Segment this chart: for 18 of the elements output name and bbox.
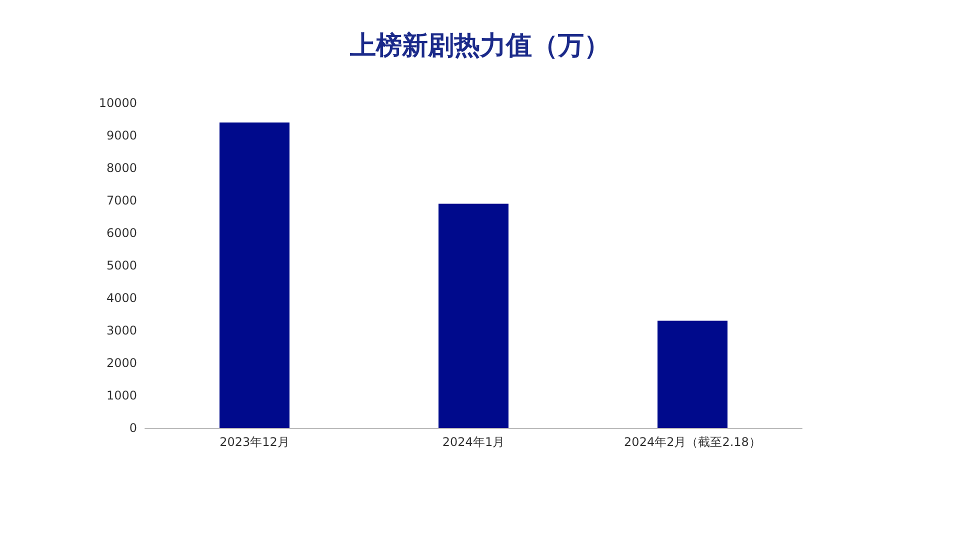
x-tick-label: 2024年2月（截至2.18） xyxy=(624,435,761,449)
y-tick-label: 4000 xyxy=(106,291,137,305)
y-tick-label: 6000 xyxy=(106,226,137,240)
y-tick-label: 5000 xyxy=(106,258,137,272)
bar xyxy=(658,320,728,428)
y-tick-label: 8000 xyxy=(106,161,137,175)
y-tick-label: 1000 xyxy=(106,388,137,402)
y-tick-label: 9000 xyxy=(106,128,137,142)
y-tick-label: 3000 xyxy=(106,324,137,338)
x-tick-label: 2024年1月 xyxy=(442,435,505,449)
x-tick-label: 2023年12月 xyxy=(220,435,290,449)
y-tick-label: 0 xyxy=(129,421,137,435)
bar xyxy=(438,204,508,428)
bar xyxy=(220,122,290,428)
y-tick-label: 10000 xyxy=(98,96,137,110)
y-tick-label: 2000 xyxy=(106,356,137,370)
y-tick-label: 7000 xyxy=(106,194,137,208)
chart-title: 上榜新剧热力值（万） xyxy=(349,31,610,61)
